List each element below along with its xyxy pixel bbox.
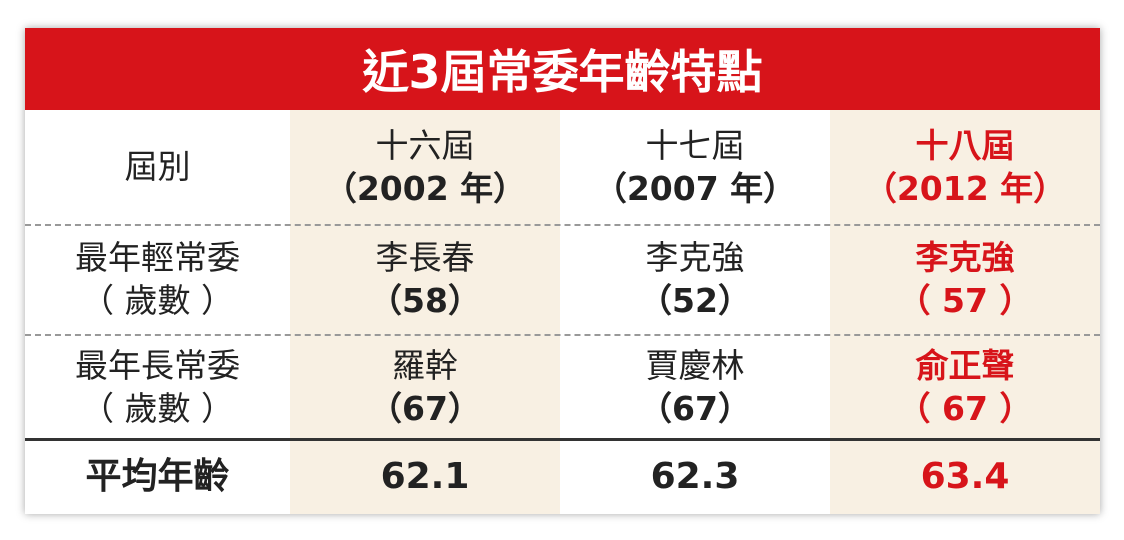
row-separator [25,224,1100,226]
table-cell: 63.4 [830,440,1100,514]
table-cell: 62.3 [560,440,830,514]
cell-text: 俞正聲 [915,345,1015,385]
cell-text: 十六屆 [375,125,475,165]
table-cell: 賈慶林 （67） [560,335,830,440]
row-separator [25,438,1100,441]
cell-text: （ 67 ） [897,388,1033,428]
table-cell: 俞正聲（ 67 ） [830,335,1100,440]
cell-text: （ 歲數 ） [81,281,234,320]
table-card: 近3屆常委年齡特點 屆別 十六屆 （2002 年） 十七屆 （2007 年） 十八屆 （20… [25,28,1100,514]
cell-text: （2007 年） [593,168,797,208]
table-cell: 李長春 （58） [290,225,560,335]
cell-text: （67） [369,388,481,428]
cell-text: 十八屆 [915,125,1015,165]
cell-text: （ 57 ） [897,281,1033,320]
table-cell: 十六屆 （2002 年） [290,110,560,225]
table-cell: 十七屆 （2007 年） [560,110,830,225]
cell-text: （52） [639,281,751,320]
table-cell: 最年輕常委（ 歲數 ） [25,225,290,335]
table-cell: 李克強 （52） [560,225,830,335]
cell-text: （ 歲數 ） [81,388,234,428]
cell-text: 最年長常委 [75,345,240,385]
table-cell: 最年長常委（ 歲數 ） [25,335,290,440]
cell-text: 李長春 [375,238,475,278]
cell-text: 十七屆 [645,125,745,165]
cell-text: 李克強 [645,238,745,278]
row-separator [25,334,1100,336]
cell-text: （67） [639,388,751,428]
cell-text: 李克強 [915,238,1015,278]
cell-text: 最年輕常委 [75,238,240,278]
cell-text: 63.4 [920,455,1010,497]
cell-text: （2002 年） [323,168,527,208]
table-cell: 十八屆 （2012 年） [830,110,1100,225]
cell-text: 62.3 [650,455,740,497]
cell-text: （58） [369,281,481,320]
cell-text: 羅幹 [392,345,458,385]
title: 近3屆常委年齡特點 [25,28,1100,110]
table-cell: 平均年齡 [25,440,290,514]
table-cell: 李克強（ 57 ） [830,225,1100,335]
cell-text: 賈慶林 [645,345,745,385]
cell-text: 62.1 [380,455,470,497]
cell-text: 屆別 [124,147,191,187]
table-cell: 62.1 [290,440,560,514]
cell-text: 平均年齡 [85,455,230,497]
cell-text: （2012 年） [863,168,1067,208]
table-cell: 羅幹 （67） [290,335,560,440]
table-cell: 屆別 [25,110,290,225]
